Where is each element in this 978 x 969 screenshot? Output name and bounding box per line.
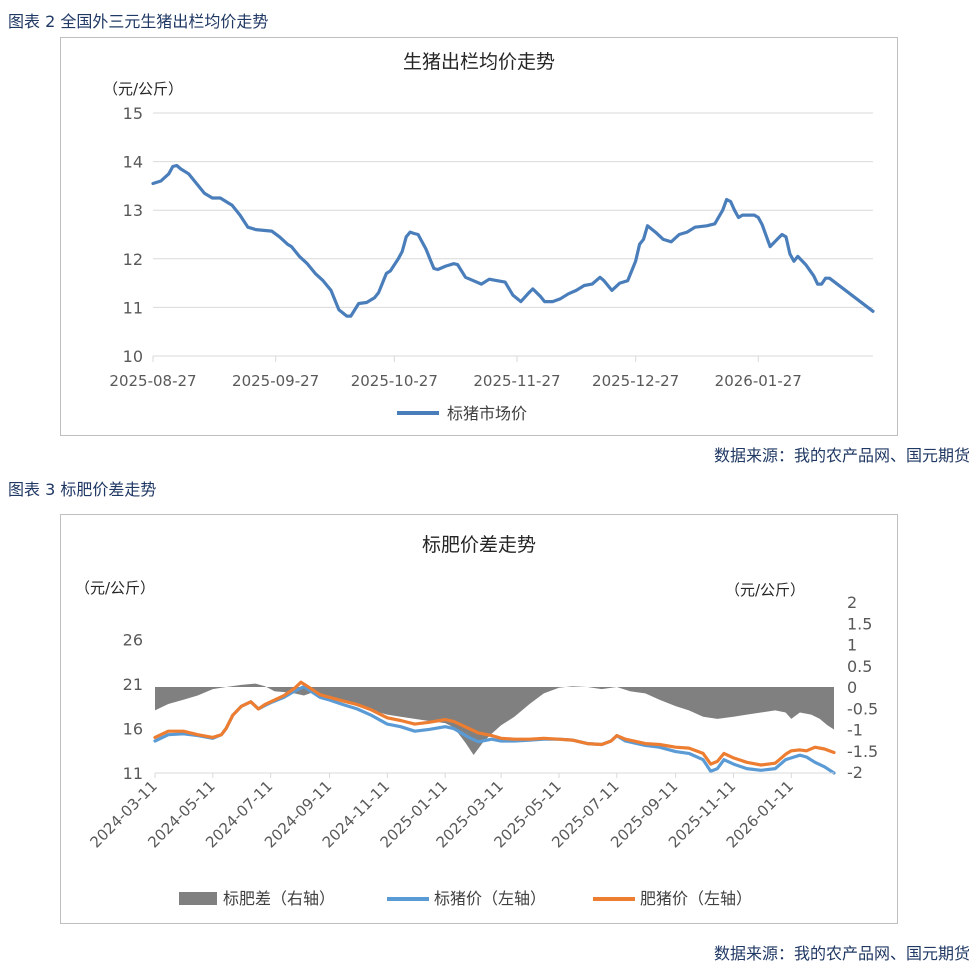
right-axis-unit: （元/公斤） (725, 581, 805, 599)
y-tick-label: 14 (123, 153, 143, 172)
left-y-tick-label: 21 (123, 675, 143, 694)
left-y-axis-ticks: 11 16 21 26 (123, 631, 143, 784)
chart-title: 生猪出栏均价走势 (403, 51, 555, 73)
y-tick-label: 11 (123, 298, 143, 317)
x-tick-label: 2025-11-27 (473, 372, 560, 390)
x-tick-label: 2025-09-27 (232, 372, 319, 390)
y-tick-label: 13 (123, 201, 143, 220)
series-line-standard-pig (151, 163, 875, 318)
y-axis-ticks: 10 11 12 13 14 15 (123, 104, 143, 366)
x-tick-label: 2026-01-27 (715, 372, 802, 390)
figure-3-caption: 图表 3 标肥价差走势 (8, 480, 157, 499)
series-layer (153, 680, 836, 775)
figure-2-caption: 图表 2 全国外三元生猪出栏均价走势 (8, 12, 269, 31)
x-axis-ticks: 2024-03-112024-05-112024-07-112024-09-11… (86, 773, 797, 851)
series-area-spread (155, 683, 834, 755)
right-y-tick-label: -1.5 (847, 742, 878, 761)
y-tick-label: 15 (123, 104, 143, 123)
right-y-tick-label: 2 (847, 593, 857, 612)
right-y-tick-label: 1.5 (847, 614, 872, 633)
right-y-tick-label: 1 (847, 636, 857, 655)
series-line-fat-pig (153, 680, 836, 767)
gridlines (153, 112, 873, 308)
left-y-tick-label: 26 (123, 631, 143, 650)
left-y-tick-label: 16 (123, 720, 143, 739)
left-y-tick-label: 11 (123, 764, 143, 783)
legend-label-fat-pig: 肥猪价（左轴） (640, 889, 752, 908)
legend-label-spread: 标肥差（右轴） (223, 889, 335, 908)
left-axis-unit: （元/公斤） (75, 579, 155, 597)
figure-2-source: 数据来源：我的农产品网、国元期货 (713, 446, 970, 465)
series-layer (151, 163, 875, 318)
figure-3-chart-frame: 标肥价差走势 （元/公斤） （元/公斤） 11 16 21 26 -2 -1.5 -1 -0… (60, 514, 898, 924)
legend-swatch-spread (179, 892, 217, 905)
y-tick-label: 10 (123, 347, 143, 366)
chart-title: 标肥价差走势 (422, 534, 536, 556)
right-y-tick-label: -0.5 (847, 699, 878, 718)
legend-label-standard-pig: 标猪价（左轴） (434, 889, 546, 908)
legend: 标肥差（右轴） 标猪价（左轴） 肥猪价（左轴） (179, 889, 752, 908)
right-y-tick-label: 0 (847, 678, 857, 697)
legend-label: 标猪市场价 (447, 404, 527, 423)
right-y-tick-label: 0.5 (847, 657, 872, 676)
x-tick-label: 2025-08-27 (109, 372, 196, 390)
right-y-tick-label: -1 (847, 721, 863, 740)
legend: 标猪市场价 (397, 404, 527, 423)
x-axis-ticks: 2025-08-27 2025-09-27 2025-10-27 2025-11-27… (109, 356, 802, 390)
figure-2-chart-frame: 生猪出栏均价走势 （元/公斤） 10 11 12 13 14 15 2025-08-27 2… (60, 37, 898, 436)
right-y-tick-label: -2 (847, 763, 863, 782)
x-tick-label: 2025-10-27 (351, 372, 438, 390)
right-y-axis-ticks: -2 -1.5 -1 -0.5 0 0.5 1 1.5 2 (847, 593, 878, 782)
x-tick-label: 2025-12-27 (592, 372, 679, 390)
y-axis-unit: （元/公斤） (103, 80, 183, 98)
y-tick-label: 12 (123, 250, 143, 269)
figure-3-source: 数据来源：我的农产品网、国元期货 (713, 944, 970, 963)
